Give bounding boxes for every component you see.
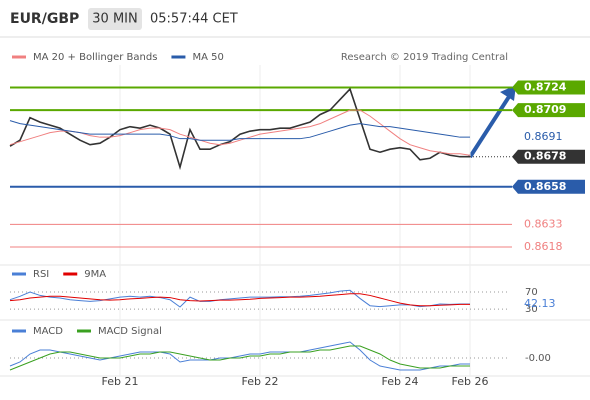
level-label: 0.8633 [524,217,563,230]
symbol: EUR/GBP [10,11,79,27]
y-tick-label: 30 [525,304,538,315]
legend-label: MA 50 [192,52,223,63]
x-tick-label: Feb 24 [382,375,419,388]
level-label: 0.8658 [524,180,566,193]
x-tick-label: Feb 22 [242,375,279,388]
series-line [9,345,470,371]
series-line [9,289,471,308]
level-box [512,179,585,194]
legend-label: 9MA [84,269,106,280]
level-label: 0.8618 [524,240,563,253]
forecast-arrow [468,90,514,159]
legend-label: MA 20 + Bollinger Bands [33,52,157,63]
series-line [9,87,470,171]
legend-label: RSI [33,269,49,280]
interval: 30 MIN [92,12,137,27]
series-line [9,120,470,141]
level-box [512,80,585,95]
series-line [9,109,471,156]
current-label: 0.8678 [524,150,566,163]
level-box [512,103,585,118]
x-tick-label: Feb 21 [102,375,139,388]
legend-label: MACD [33,326,63,337]
forecast-arrow-head [500,85,516,101]
interval-box [88,8,142,30]
end-label: 0.8691 [524,130,563,143]
legend-label: MACD Signal [98,326,162,337]
y-tick-label: 70 [525,287,538,298]
series-line [9,341,470,371]
credit: Research © 2019 Trading Central [341,52,508,63]
level-label: 0.8709 [524,103,566,116]
level-label: 0.8724 [524,81,567,94]
current-box [512,149,585,164]
end-label: 42.13 [524,297,556,310]
time: 05:57:44 CET [150,12,238,27]
y-tick-label: -0.00 [525,353,551,364]
series-line [9,293,470,307]
x-tick-label: Feb 26 [452,375,489,388]
